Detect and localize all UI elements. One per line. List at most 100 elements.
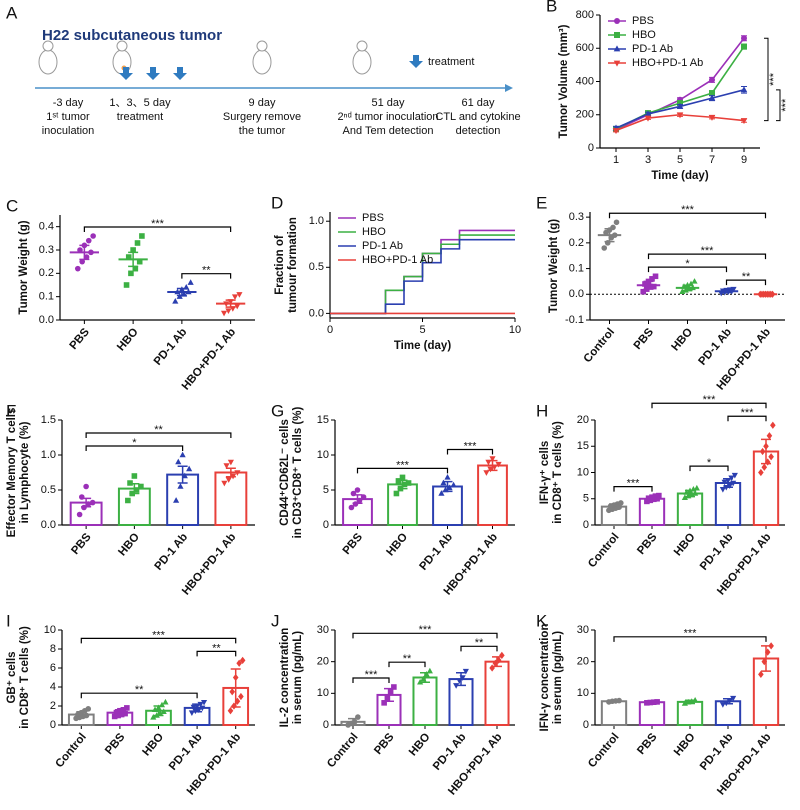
data-point: [758, 670, 764, 678]
data-point: [450, 481, 457, 488]
significance-label: ***: [768, 72, 780, 86]
significance-label: ***: [681, 204, 695, 216]
data-point: [495, 461, 502, 468]
panel-letter: J: [271, 611, 280, 630]
data-point: [77, 247, 83, 253]
data-point: [769, 290, 776, 298]
data-point: [128, 270, 134, 277]
y-tick-label: 0.2: [39, 267, 54, 279]
significance-bracket: [647, 253, 767, 260]
data-point: [160, 708, 167, 714]
y-tick-label: 800: [576, 9, 594, 21]
error-bar: [79, 244, 90, 261]
y-tick-label: 200: [576, 109, 594, 121]
data-point: [721, 479, 728, 486]
data-point: [175, 458, 182, 465]
legend-label: treatment: [428, 56, 474, 68]
data-point: [139, 233, 145, 239]
error-bar: [397, 479, 408, 490]
y-axis-label: CD44⁺CD62L⁻ cells: [279, 419, 291, 526]
error-bar: [81, 497, 92, 508]
significance-bracket: [388, 661, 426, 668]
treatment-arrow: [146, 67, 160, 80]
x-tick-label: HBO+PD-1 Ab: [180, 531, 238, 597]
error-bar: [420, 672, 430, 683]
data-point: [234, 303, 241, 310]
bar: [714, 482, 742, 526]
bar: [638, 701, 666, 727]
x-tick-label: 7: [709, 154, 715, 166]
data-point: [186, 465, 193, 472]
error-bar: [153, 705, 164, 717]
y-axis-label: in Lymphocyte (%): [19, 421, 31, 523]
data-point: [692, 490, 699, 496]
error-bar: [647, 700, 657, 704]
data-point: [676, 112, 684, 119]
significance-label: **: [202, 265, 211, 277]
y-tick-label: 6: [50, 662, 56, 674]
data-point: [652, 273, 659, 280]
data-point: [730, 480, 737, 487]
y-axis-label: IFN-γ⁺ cells: [539, 441, 551, 505]
error-bar: [682, 284, 693, 292]
data-point: [740, 86, 748, 93]
y-tick-label: 5: [323, 484, 329, 496]
y-tick-label: 400: [576, 75, 594, 87]
event-text: the tumor: [239, 125, 286, 137]
x-tick-label: PD-1 Ab: [698, 531, 736, 573]
y-tick-label: 0.3: [39, 244, 54, 256]
data-point: [741, 35, 747, 42]
legend-label: PBS: [632, 15, 654, 27]
event-day: 51 day: [371, 97, 405, 109]
y-axis-label: Effector Memory T cells: [6, 408, 18, 538]
data-point: [681, 494, 688, 500]
significance-label: ***: [151, 218, 165, 230]
error-bar: [456, 672, 466, 687]
data-point: [758, 468, 764, 477]
data-point: [731, 472, 738, 479]
data-point: [239, 656, 246, 665]
data-point: [741, 43, 747, 50]
panel-letter: H: [536, 401, 548, 420]
panel-letter: B: [546, 0, 557, 15]
significance-label: **: [403, 653, 412, 665]
panel-letter: G: [271, 401, 284, 420]
data-point: [231, 294, 239, 301]
y-tick-label: 0.4: [39, 221, 54, 233]
y-tick-label: 0: [50, 719, 56, 731]
data-point: [227, 459, 234, 466]
legend-label: PD-1 Ab: [632, 43, 673, 55]
significance-label: **: [154, 424, 163, 436]
x-tick-label: PBS: [69, 531, 94, 557]
x-tick-label: PBS: [635, 531, 660, 557]
event-text: inoculation: [42, 125, 95, 137]
y-tick-label: 10: [44, 624, 56, 636]
y-tick-label: 0.1: [39, 291, 54, 303]
x-axis-label: Time (day): [394, 340, 451, 352]
data-point: [236, 659, 242, 667]
error-bar: [723, 697, 733, 705]
y-axis-label: Tumor Weight (g): [548, 219, 560, 313]
error-bar: [643, 280, 654, 290]
significance-label: *: [707, 457, 712, 469]
data-point: [618, 500, 624, 506]
event-day: 9 day: [249, 97, 276, 109]
significance-label: ***: [701, 245, 715, 257]
x-tick-label: PBS: [632, 326, 657, 352]
y-tick-label: 10: [317, 687, 329, 699]
data-point: [438, 490, 445, 496]
y-tick-label: 2: [50, 700, 56, 712]
data-point: [229, 688, 236, 696]
data-point: [136, 258, 143, 265]
bar: [714, 700, 742, 726]
event-text: 1ˢᵗ tumor: [46, 111, 90, 123]
y-tick-label: 0.0: [309, 307, 324, 319]
error-bar: [685, 489, 695, 498]
y-tick-label: 0: [583, 719, 589, 731]
significance-bracket: [613, 636, 767, 642]
error-bar: [230, 668, 241, 708]
data-point: [231, 702, 237, 710]
data-point: [85, 237, 92, 244]
event-day: -3 day: [53, 97, 84, 109]
